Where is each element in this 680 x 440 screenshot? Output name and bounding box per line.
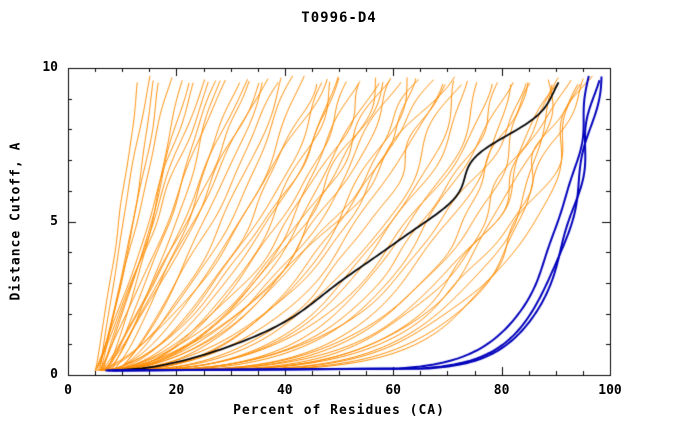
x-tick-label: 60 [385, 383, 402, 398]
y-tick-label: 10 [42, 60, 58, 75]
y-tick-label: 0 [50, 367, 58, 382]
x-tick-label: 100 [598, 383, 622, 398]
x-tick-label: 40 [276, 383, 293, 398]
x-tick-label: 20 [168, 383, 185, 398]
x-tick-label: 80 [493, 383, 510, 398]
x-axis-label: Percent of Residues (CA) [233, 403, 445, 418]
y-tick-label: 5 [50, 213, 58, 229]
x-tick-label: 0 [64, 383, 72, 398]
chart-title: T0996-D4 [301, 10, 377, 26]
